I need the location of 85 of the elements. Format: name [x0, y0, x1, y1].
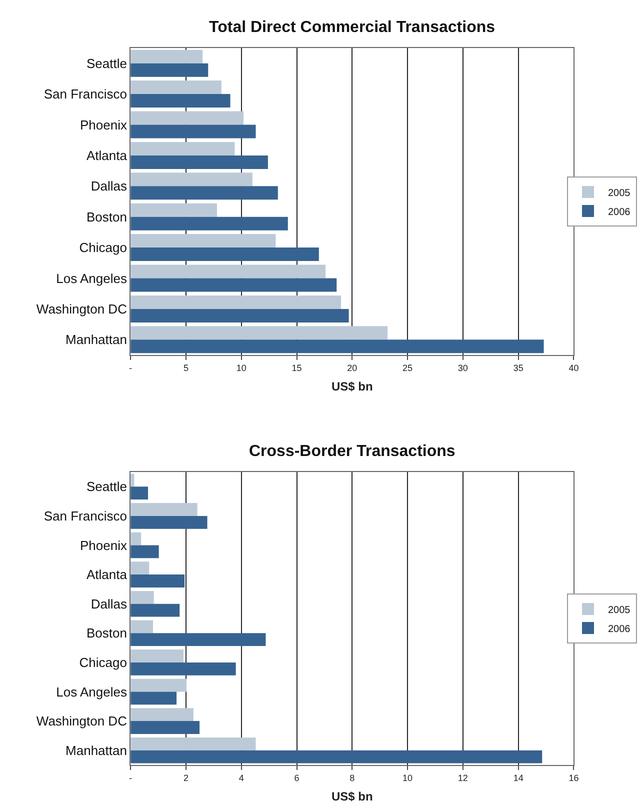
bar — [130, 562, 150, 575]
x-tick-label: - — [129, 772, 132, 783]
bar — [130, 248, 319, 262]
x-tick-label: 5 — [183, 362, 188, 373]
bar — [130, 155, 268, 169]
bar — [130, 678, 187, 692]
y-tick-label: San Francisco — [44, 86, 127, 102]
legend-label: 2005 — [608, 188, 631, 199]
bar — [130, 708, 194, 722]
bar — [130, 278, 337, 292]
bar — [130, 142, 235, 156]
bar — [130, 516, 208, 529]
bar — [130, 604, 180, 617]
x-tick-label: 8 — [350, 772, 355, 783]
x-tick-label: 4 — [238, 772, 244, 783]
bar — [130, 234, 276, 248]
bar — [130, 633, 266, 646]
bar — [130, 574, 185, 588]
x-tick-label: 15 — [292, 362, 302, 373]
x-tick-label: 40 — [568, 362, 579, 373]
bar — [130, 308, 349, 322]
bar — [130, 545, 159, 558]
bar — [130, 590, 154, 604]
y-tick-label: Atlanta — [86, 567, 128, 582]
bar — [130, 692, 177, 705]
x-tick-label: 6 — [294, 772, 300, 783]
y-tick-label: Manhattan — [66, 332, 127, 348]
bar — [130, 124, 256, 138]
x-axis-title: US$ bn — [331, 790, 373, 804]
bar — [130, 94, 230, 108]
bar — [130, 80, 222, 94]
bar — [130, 50, 203, 64]
x-axis-title: US$ bn — [331, 380, 373, 394]
legend-label: 2006 — [608, 206, 631, 218]
bar — [130, 620, 154, 634]
x-tick-label: 25 — [402, 362, 413, 373]
chart-title: Total Direct Commercial Transactions — [209, 19, 496, 36]
bar — [130, 63, 208, 77]
bar — [130, 295, 342, 309]
bar — [130, 340, 544, 354]
y-tick-label: Chicago — [79, 655, 127, 670]
y-tick-label: Dallas — [90, 596, 128, 612]
bar — [130, 326, 388, 340]
y-tick-label: Washington DC — [36, 714, 127, 729]
x-tick-label: 10 — [236, 362, 246, 373]
legend-label: 2006 — [608, 624, 631, 635]
bar — [130, 216, 288, 230]
bar — [130, 172, 252, 186]
y-tick-label: Chicago — [79, 240, 127, 256]
bar — [130, 203, 217, 217]
y-tick-label: Los Angeles — [56, 684, 128, 700]
x-tick-label: 10 — [402, 772, 413, 783]
bar — [130, 737, 256, 750]
y-tick-label: Washington DC — [36, 302, 127, 316]
y-tick-label: Seattle — [86, 479, 127, 494]
bar — [130, 111, 244, 125]
x-tick-label: 14 — [513, 772, 524, 783]
y-tick-label: San Francisco — [44, 508, 127, 524]
y-tick-label: Phoenix — [80, 538, 128, 553]
y-tick-label: Boston — [86, 209, 127, 224]
x-tick-label: - — [129, 362, 132, 373]
chart-title: Cross-Border Transactions — [249, 443, 456, 460]
x-tick-label: 20 — [347, 362, 358, 373]
legend-label: 2005 — [608, 604, 631, 616]
x-tick-label: 16 — [568, 772, 579, 783]
bar — [130, 264, 326, 278]
bar — [130, 662, 236, 676]
x-tick-label: 30 — [458, 362, 468, 373]
y-tick-label: Atlanta — [86, 148, 128, 163]
y-tick-label: Boston — [86, 626, 127, 641]
x-tick-label: 35 — [513, 362, 524, 373]
bar — [130, 486, 148, 500]
y-tick-label: Phoenix — [80, 117, 128, 132]
bar — [130, 750, 542, 764]
bar — [130, 503, 198, 516]
y-tick-label: Manhattan — [66, 742, 127, 758]
x-tick-label: 2 — [183, 772, 188, 783]
x-tick-label: 12 — [458, 772, 468, 783]
y-tick-label: Los Angeles — [56, 270, 128, 286]
bar — [130, 721, 200, 734]
bar — [130, 186, 278, 200]
bar — [130, 532, 142, 546]
y-tick-label: Seattle — [86, 56, 127, 71]
bar — [130, 650, 184, 662]
y-tick-label: Dallas — [90, 178, 128, 194]
